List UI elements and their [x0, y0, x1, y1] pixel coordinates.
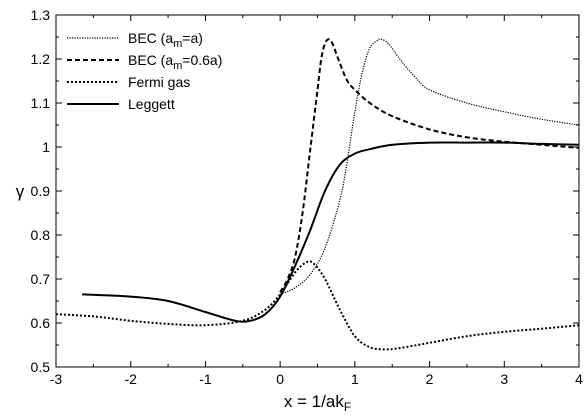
- y-tick-label: 1.2: [31, 51, 51, 67]
- y-tick-label: 0.8: [31, 227, 51, 243]
- legend-label-rest: =0.6a): [182, 52, 222, 68]
- legend-label-text: BEC (a: [128, 52, 173, 68]
- y-axis-title: γ: [16, 182, 25, 201]
- series-line-0: [279, 38, 580, 295]
- x-tick-label: 0: [276, 371, 284, 387]
- y-tick-label: 1.1: [31, 95, 51, 111]
- legend-label-1: BEC (am=0.6a): [128, 52, 222, 72]
- legend-label-rest: =a): [182, 30, 203, 46]
- y-tick-label: 0.7: [31, 271, 51, 287]
- x-tick-label: -3: [50, 371, 63, 387]
- tick-labels: -3 -2 -1 0 1 2 3 4 0.5 0.6 0.7 0.8 0.9 1 1.1 1.2 1.3: [31, 7, 584, 387]
- legend-label-text: BEC (a: [128, 30, 173, 46]
- x-tick-label: 2: [426, 371, 434, 387]
- y-tick-label: 0.9: [31, 183, 51, 199]
- legend-label-3: Leggett: [128, 96, 175, 112]
- x-tick-label: -2: [124, 371, 137, 387]
- series-line-2: [55, 260, 580, 351]
- plot-lines: [55, 38, 580, 351]
- legend-label-sub: m: [173, 60, 182, 72]
- legend-label-2: Fermi gas: [128, 74, 190, 90]
- x-tick-label: -1: [199, 371, 212, 387]
- x-axis-title: x = 1/akF: [284, 392, 351, 414]
- y-tick-label: 1.3: [31, 7, 51, 23]
- x-axis-title-main: x = 1/ak: [284, 392, 345, 411]
- x-tick-label: 3: [500, 371, 508, 387]
- y-tick-label: 1: [42, 139, 50, 155]
- axis-ticks: [55, 14, 580, 368]
- series-line-1: [279, 38, 580, 293]
- legend-label-text: Fermi gas: [128, 74, 190, 90]
- x-tick-label: 1: [351, 371, 359, 387]
- x-axis-title-sub: F: [344, 400, 351, 414]
- series-line-3: [82, 141, 580, 323]
- legend-label-text: Leggett: [128, 96, 175, 112]
- y-tick-label: 0.5: [31, 359, 51, 375]
- legend-label-0: BEC (am=a): [128, 30, 203, 50]
- legend-label-sub: m: [173, 38, 182, 50]
- x-tick-label: 4: [575, 371, 583, 387]
- y-tick-label: 0.6: [31, 315, 51, 331]
